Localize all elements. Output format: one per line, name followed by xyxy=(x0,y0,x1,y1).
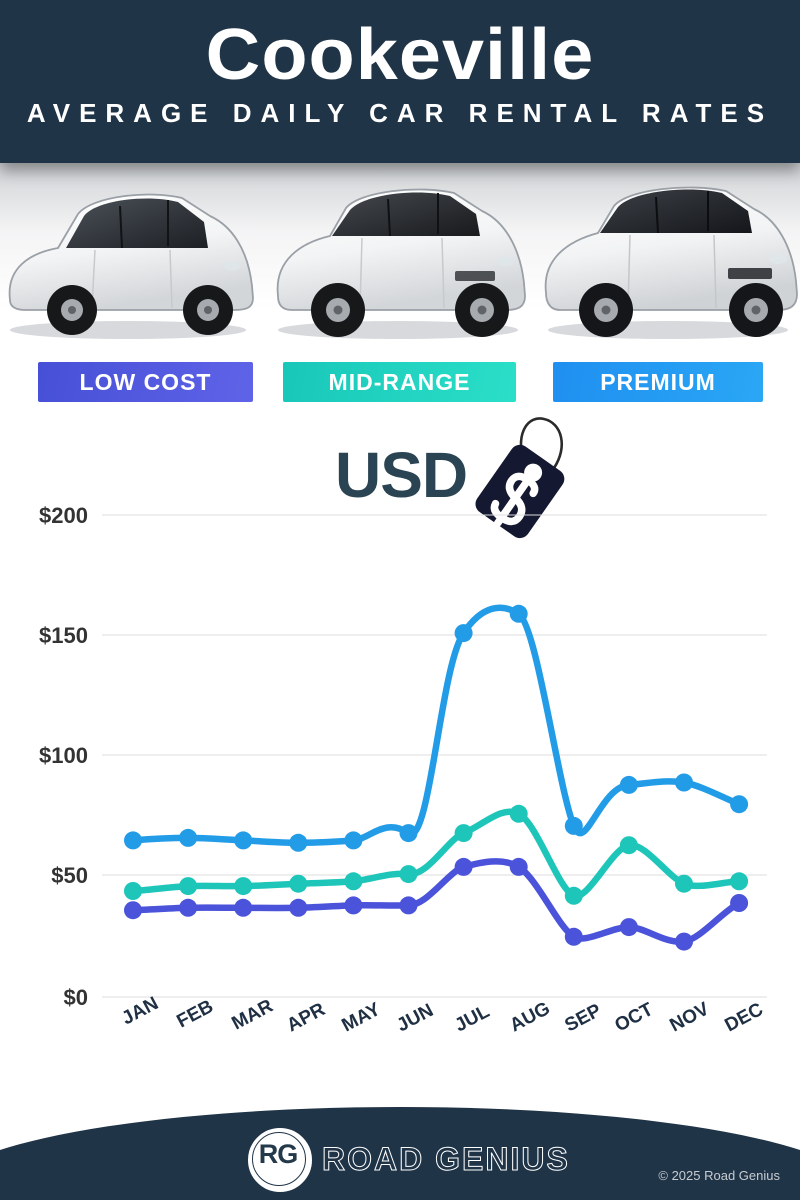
svg-text:DEC: DEC xyxy=(721,999,767,1037)
svg-text:$150: $150 xyxy=(39,623,88,648)
svg-text:AUG: AUG xyxy=(506,998,553,1036)
svg-text:FEB: FEB xyxy=(173,996,216,1032)
svg-text:$100: $100 xyxy=(39,743,88,768)
svg-text:$0: $0 xyxy=(64,985,88,1010)
svg-text:JAN: JAN xyxy=(118,993,161,1029)
svg-text:SEP: SEP xyxy=(561,1000,605,1037)
svg-text:JUL: JUL xyxy=(451,1001,493,1037)
svg-text:$50: $50 xyxy=(51,863,88,888)
svg-text:$200: $200 xyxy=(39,503,88,528)
svg-text:OCT: OCT xyxy=(611,999,657,1037)
svg-text:NOV: NOV xyxy=(666,998,713,1036)
svg-text:APR: APR xyxy=(283,999,329,1037)
svg-text:MAR: MAR xyxy=(228,995,276,1034)
svg-text:JUN: JUN xyxy=(393,1000,436,1036)
svg-text:MAY: MAY xyxy=(338,999,384,1037)
